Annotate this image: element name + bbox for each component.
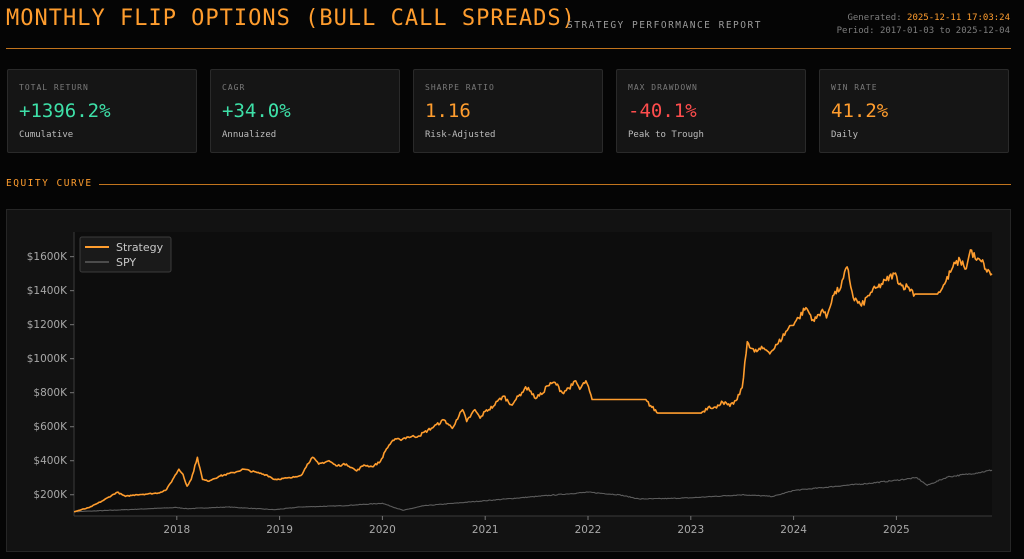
spy-line [73,469,993,513]
kpi-card-max-drawdown: MAX DRAWDOWN -40.1% Peak to Trough [616,69,806,153]
page-subtitle: STRATEGY PERFORMANCE REPORT [567,20,762,31]
kpi-value: 1.16 [425,100,471,122]
y-tick-label: $1200K [27,319,68,331]
kpi-card-win-rate: WIN RATE 41.2% Daily [819,69,1009,153]
generated-line: Generated: 2025-12-11 17:03:24 [837,12,1010,25]
period-range: 2017-01-03 to 2025-12-04 [879,26,1010,36]
kpi-caption: Risk-Adjusted [425,130,496,140]
period-label: Period: [836,26,875,36]
kpi-card-total-return: TOTAL RETURN +1396.2% Cumulative [7,69,197,153]
y-tick-label: $1400K [27,285,68,297]
kpi-label: WIN RATE [831,83,878,92]
kpi-caption: Annualized [222,130,277,140]
kpi-label: TOTAL RETURN [19,83,89,92]
plot-area [74,232,992,516]
kpi-value: +1396.2% [19,100,111,122]
legend-label: Strategy [116,241,164,254]
header-divider [6,48,1011,49]
x-tick-label: 2018 [163,524,190,536]
x-tick-label: 2019 [266,524,293,536]
kpi-card-cagr: CAGR +34.0% Annualized [210,69,400,153]
equity-chart: $200K $400K $600K $800K $1000K $1200K $1400K $1… [27,232,993,536]
period-line: Period: 2017-01-03 to 2025-12-04 [837,25,1010,38]
kpi-card-sharpe-ratio: SHARPE RATIO 1.16 Risk-Adjusted [413,69,603,153]
kpi-label: MAX DRAWDOWN [628,83,698,92]
report-meta: Generated: 2025-12-11 17:03:24 Period: 2… [837,12,1010,38]
y-tick-label: $400K [33,455,68,467]
equity-chart-panel: $200K $400K $600K $800K $1000K $1200K $1400K $1… [6,209,1011,552]
section-divider [99,184,1011,185]
kpi-caption: Daily [831,130,859,140]
kpi-caption: Peak to Trough [628,130,704,140]
strategy-line [73,249,993,513]
kpi-label: SHARPE RATIO [425,83,495,92]
report-header: MONTHLY FLIP OPTIONS (BULL CALL SPREADS)… [0,0,1024,50]
equity-curve-heading: EQUITY CURVE [6,178,93,189]
kpi-value: +34.0% [222,100,291,122]
x-tick-label: 2024 [780,524,807,536]
y-tick-label: $800K [33,387,68,399]
kpi-caption: Cumulative [19,130,74,140]
x-tick-label: 2023 [677,524,704,536]
y-tick-label: $600K [33,421,68,433]
generated-label: Generated: [847,13,902,23]
legend-label: SPY [116,256,136,269]
x-tick-label: 2025 [883,524,910,536]
kpi-value: -40.1% [628,100,697,122]
legend-box [79,236,172,273]
y-tick-label: $200K [33,489,68,501]
x-tick-label: 2020 [369,524,396,536]
page-title: MONTHLY FLIP OPTIONS (BULL CALL SPREADS) [6,6,576,31]
x-tick-label: 2022 [575,524,602,536]
generated-timestamp: 2025-12-11 17:03:24 [907,13,1010,23]
y-tick-label: $1600K [27,251,68,263]
kpi-value: 41.2% [831,100,889,122]
kpi-label: CAGR [222,83,246,92]
y-tick-label: $1000K [27,353,68,365]
x-tick-label: 2021 [472,524,499,536]
